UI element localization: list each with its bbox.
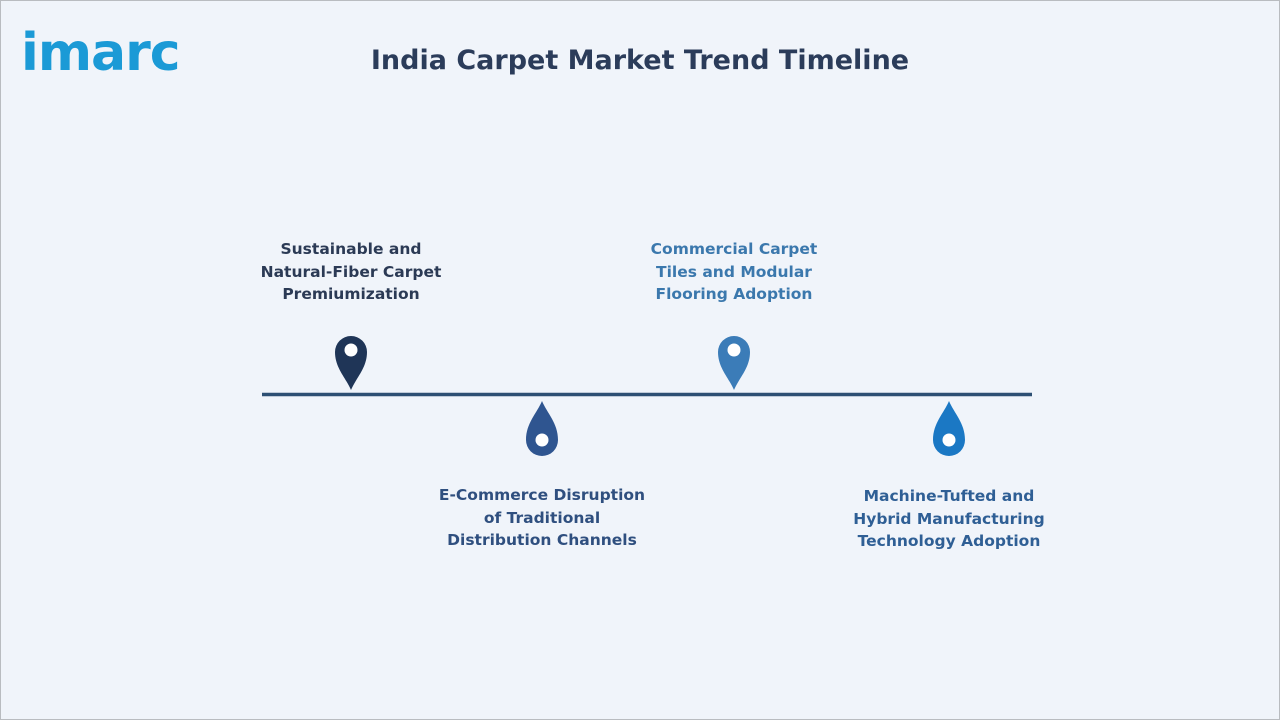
trend-label: Commercial Carpet Tiles and Modular Floo…	[650, 240, 818, 303]
pin-hole	[942, 433, 956, 447]
pin-hole	[535, 433, 549, 447]
title: India Carpet Market Trend Timeline	[370, 45, 910, 76]
logo: imarc	[21, 23, 181, 83]
trend-label: Machine-Tufted and Hybrid Manufacturing …	[853, 487, 1045, 550]
pin-hole	[344, 343, 358, 357]
pin-shape	[718, 336, 750, 390]
pin	[335, 336, 367, 390]
trend-label: E-Commerce Disruption of Traditional Dis…	[438, 486, 646, 549]
pin	[526, 401, 558, 456]
trend-label: Sustainable and Natural-Fiber Carpet Pre…	[260, 240, 442, 303]
pin-shape	[526, 401, 558, 456]
pin	[718, 336, 750, 390]
pin	[933, 401, 965, 456]
pin-shape	[335, 336, 367, 390]
pin-hole	[727, 343, 741, 357]
pin-shape	[933, 401, 965, 456]
